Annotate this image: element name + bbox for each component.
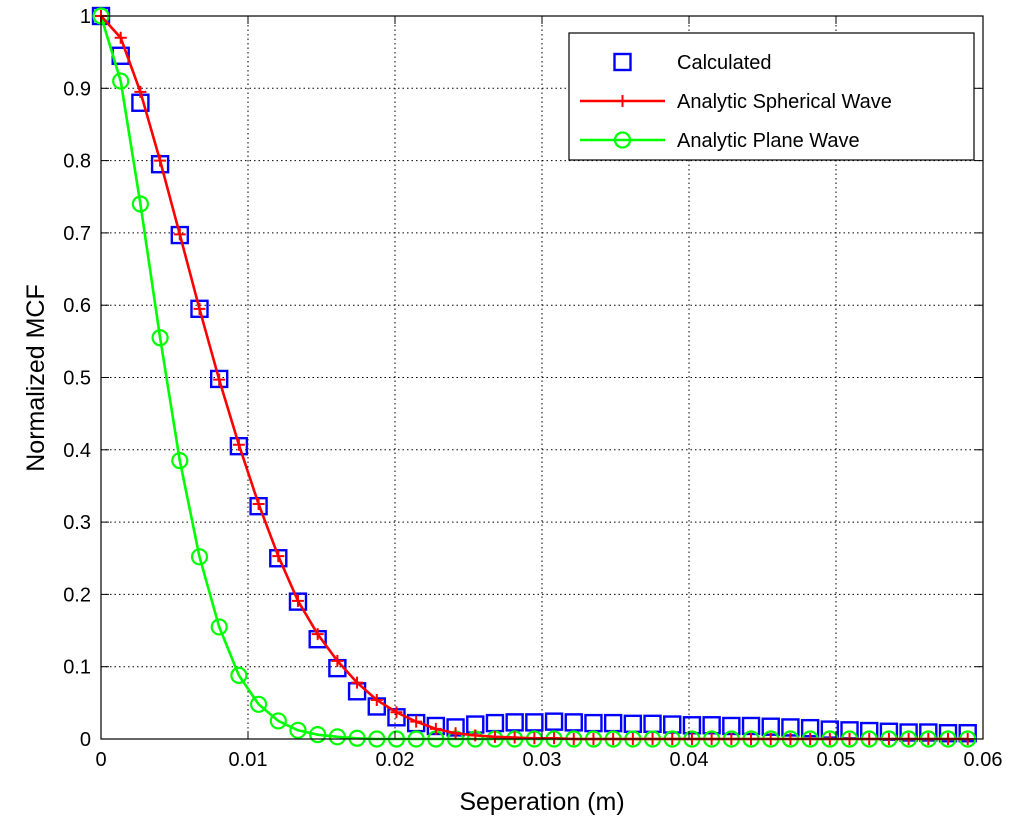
plane-point <box>190 548 209 566</box>
spherical-point <box>449 727 462 740</box>
calculated-point <box>525 713 544 732</box>
spherical-point <box>311 628 324 641</box>
plane-point <box>131 195 149 213</box>
y-tick-label: 0.9 <box>63 78 91 100</box>
plane-point <box>171 452 189 470</box>
y-axis-title: Normalized MCF <box>22 284 50 472</box>
spherical-point <box>252 498 265 511</box>
x-tick-label: 0.03 <box>523 749 562 771</box>
spherical-point <box>370 693 383 706</box>
y-tick-label: 1 <box>80 6 91 28</box>
calculated-point <box>544 712 564 731</box>
spherical-point <box>508 731 521 744</box>
y-tick-label: 0.3 <box>63 512 91 534</box>
spherical-point <box>390 706 403 719</box>
spherical-point <box>548 732 561 745</box>
y-tick-label: 0.4 <box>63 440 91 462</box>
plane-point <box>613 131 632 149</box>
y-tick-label: 0.7 <box>63 223 91 245</box>
legend-entry: Calculated <box>613 52 772 74</box>
calculated-point <box>170 225 189 245</box>
spherical-point <box>528 732 541 745</box>
spherical-point <box>134 85 147 98</box>
plane-point <box>230 666 248 684</box>
calculated-point <box>505 713 524 732</box>
plane-point <box>348 729 366 747</box>
legend-entry: Analytic Spherical Wave <box>580 91 892 113</box>
spherical-point <box>410 715 423 728</box>
plane-point <box>269 712 287 730</box>
x-tick-label: 0.01 <box>229 749 268 771</box>
calculated-point <box>288 592 308 611</box>
axis-ticks <box>100 15 984 740</box>
calculated-point <box>209 369 229 389</box>
spherical-point <box>291 594 304 607</box>
calculated-point <box>613 52 632 72</box>
y-tick-label: 0.1 <box>63 657 91 679</box>
x-tick-label: 0 <box>95 749 106 771</box>
calculated-point <box>229 436 249 456</box>
y-tick-label: 0 <box>80 729 91 751</box>
spherical-point <box>193 302 206 315</box>
legend-entries: Calculated Analytic Spherical Wave Analyti… <box>580 52 892 152</box>
spherical-point <box>154 154 167 167</box>
spherical-point <box>232 438 245 451</box>
legend-entry: Analytic Plane Wave <box>580 130 860 152</box>
legend: Calculated Analytic Spherical Wave Analyti… <box>568 32 975 161</box>
legend-label: Calculated <box>677 52 772 74</box>
spherical-point <box>351 676 364 689</box>
plane-point <box>289 721 307 739</box>
plane-point <box>112 72 130 90</box>
spherical-point <box>114 31 127 44</box>
plane-point <box>328 728 346 746</box>
spherical-point <box>488 730 501 743</box>
plane-point <box>249 695 268 713</box>
x-tick-label: 0.05 <box>817 749 856 771</box>
y-tick-label: 0.8 <box>63 151 91 173</box>
grid-lines <box>101 16 983 739</box>
y-tick-label: 0.5 <box>63 368 91 390</box>
calculated-point <box>190 299 209 319</box>
plane-point <box>309 726 327 744</box>
plane-point <box>151 329 169 347</box>
spherical-point <box>429 722 442 735</box>
x-tick-label: 0.02 <box>376 749 415 771</box>
x-tick-label: 0.04 <box>670 749 709 771</box>
x-axis-title: Seperation (m) <box>459 788 624 816</box>
legend-label: Analytic Spherical Wave <box>677 91 892 113</box>
tick-labels: 0 0.01 0.02 0.03 0.04 0.05 0.06 0 0.1 0.2 0.3 0.4 0.… <box>63 6 1002 771</box>
spherical-point <box>331 654 344 667</box>
y-tick-label: 0.6 <box>63 295 91 317</box>
spherical-point <box>616 95 629 107</box>
x-tick-label: 0.06 <box>964 749 1003 771</box>
spherical-point <box>173 228 186 241</box>
y-tick-label: 0.2 <box>63 584 91 606</box>
legend-label: Analytic Plane Wave <box>677 130 860 152</box>
calculated-point <box>564 713 583 732</box>
spherical-point <box>213 373 226 386</box>
spherical-point <box>272 550 285 563</box>
plane-point <box>210 618 228 636</box>
